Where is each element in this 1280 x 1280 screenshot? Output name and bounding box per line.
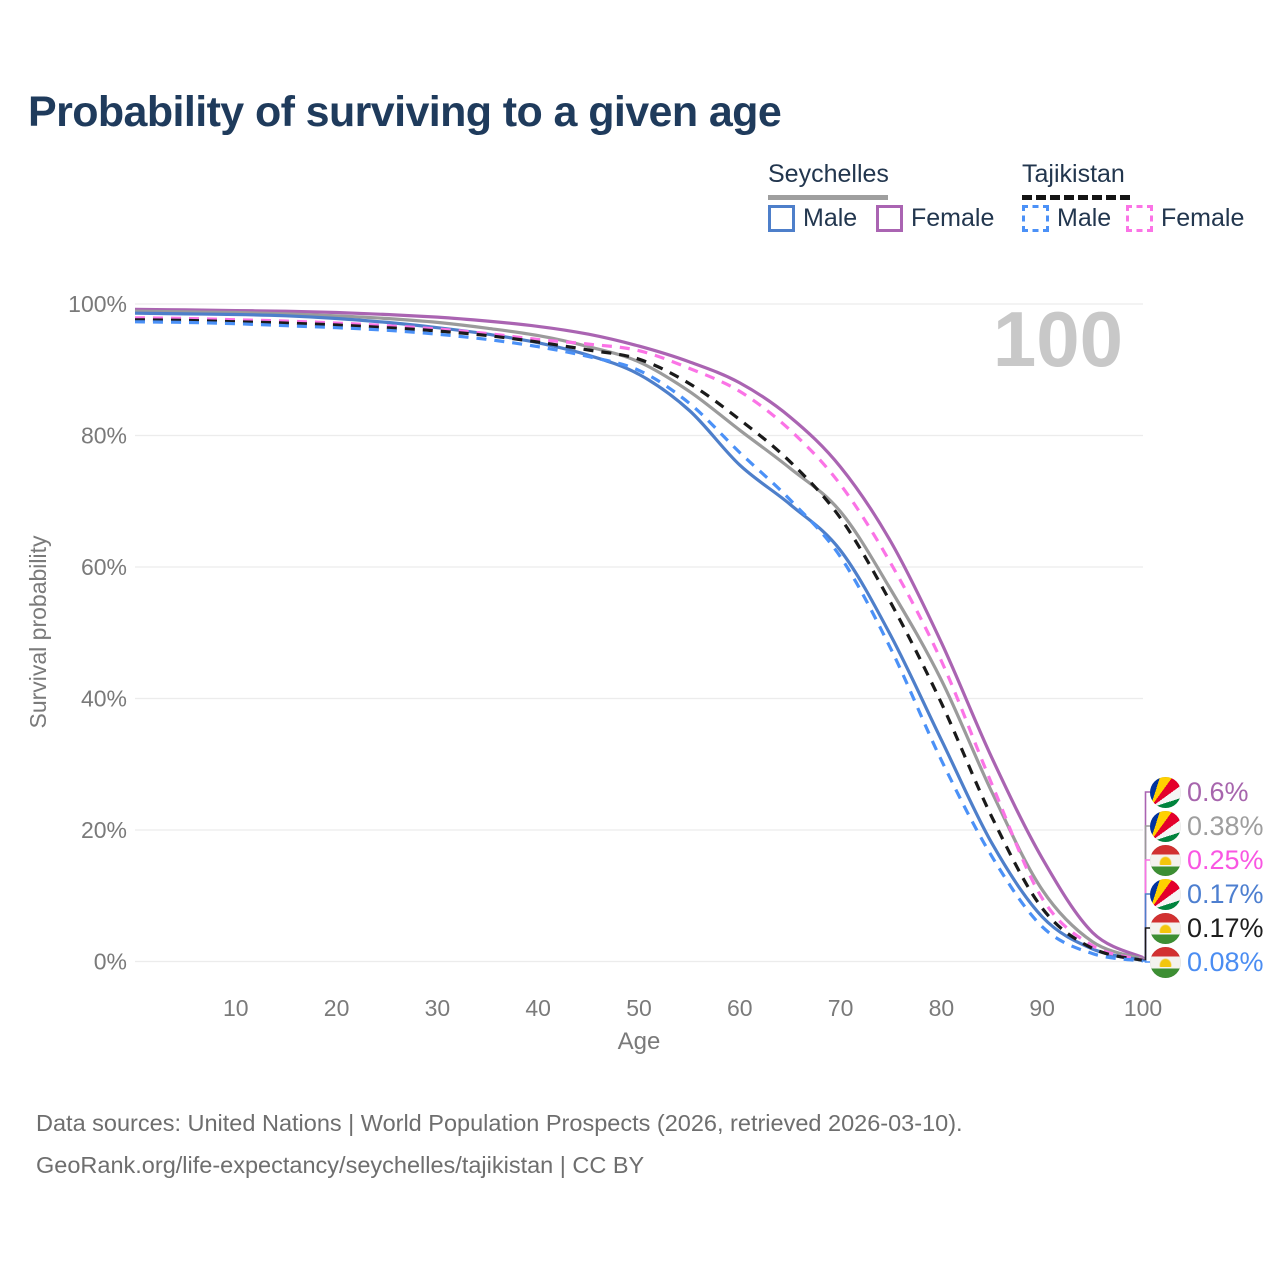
y-tick-label: 80% [81,423,127,449]
curve-seychelles-male [134,311,1144,962]
legend-swatch-icon [876,205,903,232]
x-tick-label: 40 [525,995,551,1021]
end-label-connector [1143,825,1150,960]
end-label-connector [1143,859,1150,961]
legend-item-label: Female [911,204,995,232]
series-end-label: 0.6% [1150,775,1249,809]
y-tick-label: 20% [81,817,127,843]
curve-seychelles-female [134,307,1144,960]
x-tick-label: 100 [1124,995,1162,1021]
series-end-label: 0.25% [1150,843,1264,877]
legend-group-tajikistan: Tajikistan [1022,160,1130,200]
legend-group-seychelles: Seychelles [768,160,889,200]
legend-item-seychelles-female[interactable]: Female [876,204,994,233]
curve-seychelles-both-sexes [134,309,1144,961]
end-label-connector [1143,791,1150,959]
seychelles-flag-icon [1150,776,1181,808]
end-value: 0.38% [1187,810,1264,841]
end-label-connector [1143,960,1150,963]
y-tick-label: 100% [68,291,127,317]
watermark: 100 [993,295,1123,383]
seychelles-flag-icon [1150,810,1181,842]
legend-item-label: Female [1161,204,1245,232]
x-tick-label: 30 [425,995,451,1021]
legend-swatch-icon [768,205,795,232]
page-title: Probability of surviving to a given age [28,88,782,136]
x-tick-label: 90 [1029,995,1055,1021]
legend-swatch-icon [1126,205,1153,232]
x-tick-label: 80 [929,995,955,1021]
curve-tajikistan-male [134,320,1144,963]
seychelles-flag-icon [1150,878,1181,910]
curve-tajikistan-female [134,316,1144,962]
tajikistan-flag-icon [1150,844,1181,876]
end-value: 0.08% [1187,946,1264,977]
x-tick-label: 10 [223,995,249,1021]
y-tick-label: 60% [81,554,127,580]
y-axis-title: Survival probability [25,535,51,729]
x-tick-label: 20 [324,995,350,1021]
end-value: 0.6% [1187,776,1249,807]
series-end-label: 0.08% [1150,945,1264,979]
tajikistan-flag-icon [1150,946,1181,978]
x-tick-label: 60 [727,995,753,1021]
legend-item-tajikistan-male[interactable]: Male [1022,204,1111,233]
data-source-footer: Data sources: United Nations | World Pop… [36,1102,963,1186]
series-end-label: 0.17% [1150,877,1264,911]
legend-item-seychelles-male[interactable]: Male [768,204,857,233]
y-tick-label: 0% [94,949,127,975]
series-end-label: 0.17% [1150,911,1264,945]
y-tick-label: 40% [81,686,127,712]
legend-item-label: Male [1057,204,1112,232]
legend-item-tajikistan-female[interactable]: Female [1126,204,1244,233]
footer-line-1: Data sources: United Nations | World Pop… [36,1110,963,1136]
footer-line-2: GeoRank.org/life-expectancy/seychelles/t… [36,1152,645,1178]
legend-item-label: Male [803,204,858,232]
end-label-connector [1143,893,1150,962]
x-tick-label: 50 [626,995,652,1021]
legend-swatch-icon [1022,205,1049,232]
tajikistan-flag-icon [1150,912,1181,944]
end-value: 0.17% [1187,878,1264,909]
curve-tajikistan-both-sexes [134,318,1144,962]
x-tick-label: 70 [828,995,854,1021]
end-value: 0.25% [1187,844,1264,875]
end-label-connector [1143,927,1150,962]
series-end-label: 0.38% [1150,809,1264,843]
x-axis-title: Age [618,1028,661,1055]
end-value: 0.17% [1187,912,1264,943]
